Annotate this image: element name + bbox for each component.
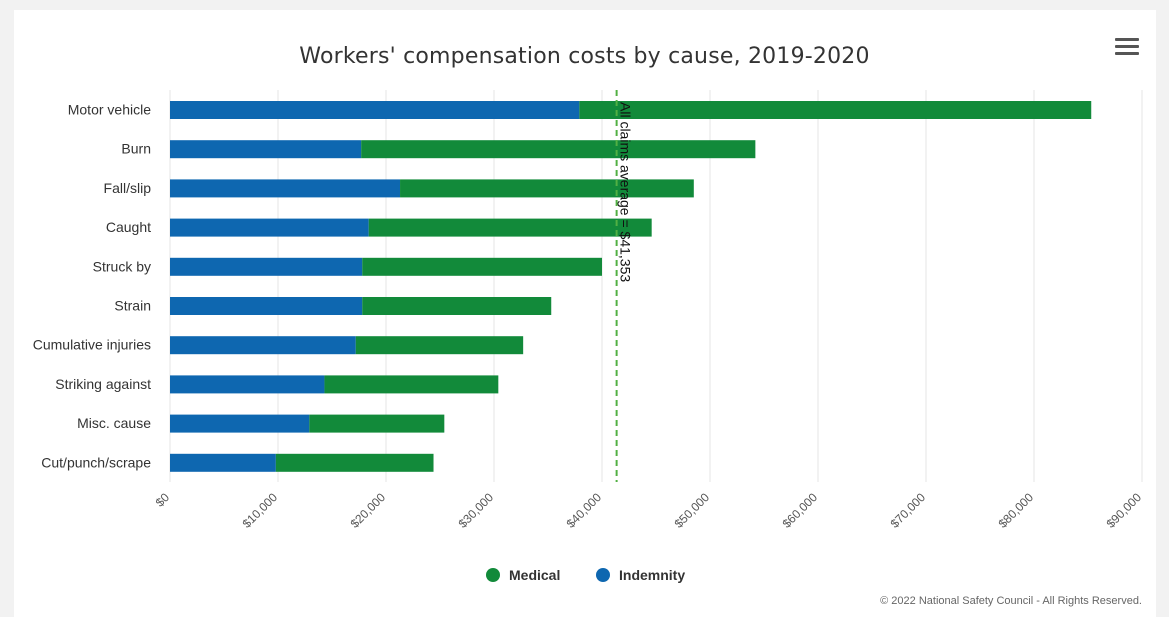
bar-indemnity[interactable] xyxy=(170,375,325,394)
bar-medical[interactable] xyxy=(355,336,524,355)
bar-medical[interactable] xyxy=(361,140,756,159)
x-tick-label: $60,000 xyxy=(780,490,821,531)
x-tick-label: $80,000 xyxy=(996,490,1037,531)
category-label: Misc. cause xyxy=(77,415,151,431)
x-tick-label: $70,000 xyxy=(888,490,929,531)
category-label: Cut/punch/scrape xyxy=(41,454,151,470)
bar-indemnity[interactable] xyxy=(170,140,362,159)
bar-medical[interactable] xyxy=(324,375,499,394)
category-label: Cumulative injuries xyxy=(33,337,151,353)
bar-medical[interactable] xyxy=(400,179,694,198)
category-label: Burn xyxy=(121,141,151,157)
bar-indemnity[interactable] xyxy=(170,453,276,472)
bar-medical[interactable] xyxy=(368,218,652,237)
category-label: Motor vehicle xyxy=(68,102,151,118)
bar-indemnity[interactable] xyxy=(170,218,369,237)
category-label: Strain xyxy=(114,298,151,314)
x-tick-label: $90,000 xyxy=(1104,490,1145,531)
category-label: Caught xyxy=(106,219,151,235)
x-tick-label: $50,000 xyxy=(672,490,713,531)
average-reference-label: All claims average = $41,353 xyxy=(618,102,634,282)
category-label: Fall/slip xyxy=(104,180,152,196)
bar-medical[interactable] xyxy=(362,257,602,276)
bar-indemnity[interactable] xyxy=(170,257,363,276)
bar-indemnity[interactable] xyxy=(170,179,401,198)
bar-indemnity[interactable] xyxy=(170,414,310,433)
category-label: Struck by xyxy=(93,258,151,274)
legend-marker-indemnity[interactable] xyxy=(596,568,610,582)
bar-indemnity[interactable] xyxy=(170,336,356,355)
chart-title: Workers' compensation costs by cause, 20… xyxy=(299,44,870,69)
credits-text: © 2022 National Safety Council - All Rig… xyxy=(880,595,1142,607)
x-tick-label: $40,000 xyxy=(564,490,605,531)
bar-medical[interactable] xyxy=(275,453,434,472)
legend-label-medical[interactable]: Medical xyxy=(509,567,560,583)
category-label: Striking against xyxy=(55,376,151,392)
bar-indemnity[interactable] xyxy=(170,297,363,315)
bar-medical[interactable] xyxy=(579,101,1092,119)
legend-marker-medical[interactable] xyxy=(486,568,500,582)
hamburger-menu-icon[interactable] xyxy=(1115,38,1139,58)
x-tick-label: $30,000 xyxy=(456,490,497,531)
x-tick-label: $0 xyxy=(153,490,173,510)
legend-label-indemnity[interactable]: Indemnity xyxy=(619,567,685,583)
bar-indemnity[interactable] xyxy=(170,101,580,119)
x-tick-label: $20,000 xyxy=(348,490,389,531)
bar-medical[interactable] xyxy=(309,414,445,433)
x-tick-label: $10,000 xyxy=(240,490,281,531)
bar-medical[interactable] xyxy=(362,297,552,315)
